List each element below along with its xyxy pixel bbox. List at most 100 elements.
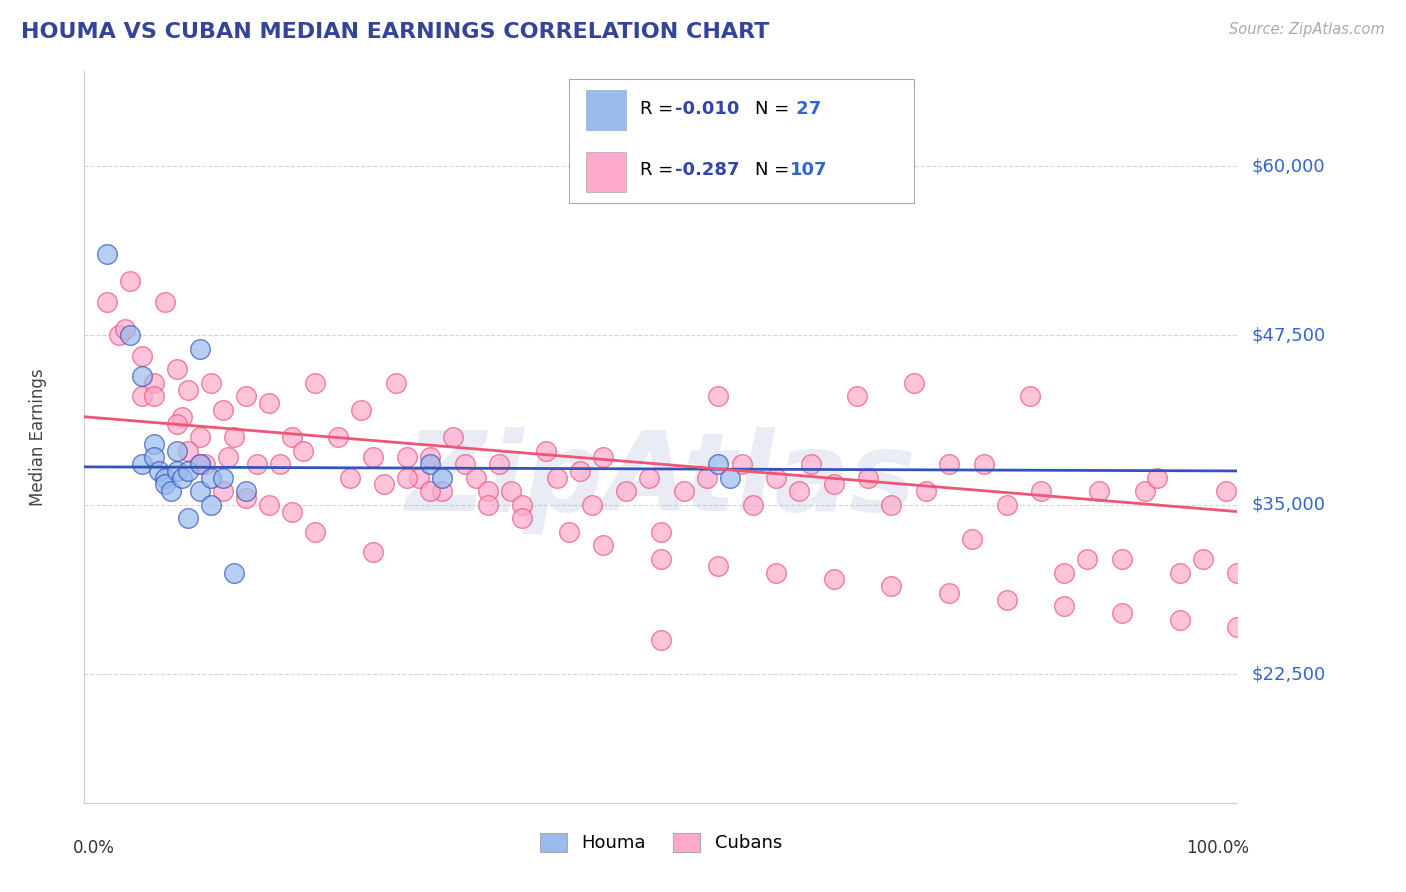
Text: HOUMA VS CUBAN MEDIAN EARNINGS CORRELATION CHART: HOUMA VS CUBAN MEDIAN EARNINGS CORRELATI… <box>21 22 769 42</box>
Point <box>696 471 718 485</box>
Text: -0.010: -0.010 <box>675 101 740 119</box>
Point <box>915 484 938 499</box>
Point <box>1226 566 1249 580</box>
FancyBboxPatch shape <box>568 78 914 203</box>
Point <box>534 443 557 458</box>
Point <box>172 471 194 485</box>
Text: $35,000: $35,000 <box>1251 496 1326 514</box>
Point <box>465 471 488 485</box>
Point <box>281 505 304 519</box>
FancyBboxPatch shape <box>586 152 626 192</box>
Point <box>787 484 810 499</box>
Point <box>218 450 240 465</box>
Point <box>211 484 233 499</box>
Point <box>235 389 257 403</box>
Point <box>326 430 349 444</box>
Point <box>718 471 741 485</box>
Point <box>177 511 200 525</box>
Point <box>707 457 730 471</box>
Point <box>765 471 787 485</box>
Point <box>1053 566 1076 580</box>
Point <box>823 572 845 586</box>
Point <box>177 383 200 397</box>
Point <box>1168 566 1191 580</box>
Point <box>142 389 165 403</box>
Point <box>1018 389 1040 403</box>
Point <box>177 464 200 478</box>
Text: 27: 27 <box>790 101 821 119</box>
Point <box>880 498 903 512</box>
Point <box>269 457 291 471</box>
Point <box>257 498 280 512</box>
Point <box>938 586 960 600</box>
Point <box>973 457 995 471</box>
Text: R =: R = <box>640 101 679 119</box>
Point <box>177 443 200 458</box>
Point <box>454 457 477 471</box>
Text: -0.287: -0.287 <box>675 161 740 179</box>
Point <box>304 376 326 390</box>
Point <box>108 328 131 343</box>
Point <box>1146 471 1168 485</box>
Point <box>200 376 222 390</box>
Point <box>142 437 165 451</box>
Point <box>166 443 188 458</box>
Point <box>188 457 211 471</box>
Point <box>120 328 142 343</box>
Point <box>499 484 522 499</box>
Point <box>408 471 430 485</box>
Point <box>361 545 384 559</box>
Point <box>153 471 176 485</box>
Point <box>96 294 118 309</box>
Point <box>823 477 845 491</box>
Text: 0.0%: 0.0% <box>73 839 115 857</box>
Point <box>960 532 983 546</box>
Point <box>614 484 637 499</box>
Point <box>1111 552 1133 566</box>
Point <box>211 403 233 417</box>
Point <box>131 389 153 403</box>
Point <box>235 484 257 499</box>
Point <box>166 417 188 431</box>
Point <box>224 430 246 444</box>
Point <box>730 457 752 471</box>
Point <box>592 450 614 465</box>
Point <box>188 342 211 356</box>
Point <box>638 471 661 485</box>
Point <box>557 524 579 539</box>
Point <box>235 491 257 505</box>
Point <box>995 498 1018 512</box>
Point <box>188 457 211 471</box>
Point <box>373 477 395 491</box>
Point <box>257 396 280 410</box>
Text: $47,500: $47,500 <box>1251 326 1326 344</box>
Point <box>903 376 925 390</box>
Point <box>581 498 603 512</box>
Point <box>96 247 118 261</box>
Text: ZipAtlas: ZipAtlas <box>405 427 917 534</box>
Point <box>148 464 170 478</box>
Point <box>858 471 880 485</box>
Text: 100.0%: 100.0% <box>1185 839 1249 857</box>
Point <box>142 450 165 465</box>
Point <box>512 511 534 525</box>
Point <box>430 484 453 499</box>
Point <box>650 633 672 648</box>
Point <box>350 403 373 417</box>
Point <box>114 322 136 336</box>
Legend: Houma, Cubans: Houma, Cubans <box>533 826 789 860</box>
Point <box>707 558 730 573</box>
Point <box>200 498 222 512</box>
Point <box>153 294 176 309</box>
Text: R =: R = <box>640 161 679 179</box>
Point <box>419 484 441 499</box>
Text: Source: ZipAtlas.com: Source: ZipAtlas.com <box>1229 22 1385 37</box>
Point <box>650 524 672 539</box>
Point <box>188 430 211 444</box>
Point <box>995 592 1018 607</box>
Point <box>246 457 269 471</box>
Point <box>419 450 441 465</box>
Point <box>488 457 510 471</box>
Point <box>419 457 441 471</box>
Point <box>384 376 406 390</box>
